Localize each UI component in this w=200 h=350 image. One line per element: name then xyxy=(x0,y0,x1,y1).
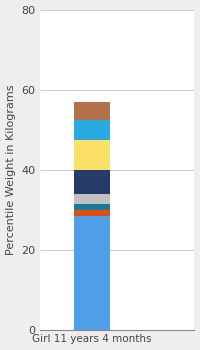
Bar xyxy=(74,216,110,330)
Bar xyxy=(74,102,110,120)
Bar xyxy=(74,169,110,194)
Bar xyxy=(74,204,110,210)
Y-axis label: Percentile Weight in Kilograms: Percentile Weight in Kilograms xyxy=(6,84,16,255)
Bar xyxy=(74,194,110,204)
Bar xyxy=(74,120,110,140)
Bar xyxy=(74,140,110,169)
Bar xyxy=(74,210,110,216)
